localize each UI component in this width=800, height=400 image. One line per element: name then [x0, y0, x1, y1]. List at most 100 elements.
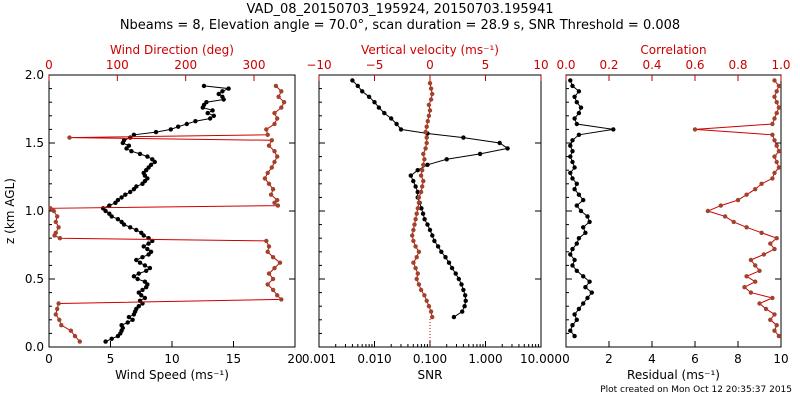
data-point: [774, 100, 779, 105]
x-axis-title: SNR: [418, 368, 443, 382]
data-point: [772, 94, 777, 100]
data-point: [744, 274, 749, 279]
data-point: [744, 192, 749, 197]
data-point: [770, 176, 775, 181]
data-point: [748, 290, 754, 295]
data-point: [266, 143, 272, 148]
data-point: [581, 197, 586, 203]
data-point: [220, 94, 225, 100]
data-point: [142, 295, 148, 301]
data-point: [581, 225, 586, 230]
data-point: [576, 236, 582, 241]
data-point: [426, 304, 432, 309]
data-point: [269, 165, 274, 170]
data-point: [463, 298, 468, 303]
data-point: [262, 176, 268, 181]
data-point: [269, 138, 274, 143]
data-point: [372, 100, 377, 105]
data-point: [449, 265, 455, 271]
data-point: [731, 219, 736, 225]
data-point: [753, 279, 758, 284]
top-axis-title: Correlation: [640, 43, 706, 57]
data-point: [270, 187, 276, 192]
data-point: [576, 110, 582, 116]
data-point: [366, 94, 372, 100]
data-point: [150, 157, 155, 162]
data-point: [585, 295, 590, 301]
panel-frame: [48, 74, 296, 348]
data-point: [427, 108, 433, 113]
data-point: [226, 86, 231, 91]
data-point: [576, 192, 582, 197]
data-point: [424, 135, 429, 140]
data-point: [451, 314, 457, 320]
data-point: [119, 219, 124, 225]
data-point: [268, 192, 274, 197]
data-point: [439, 249, 444, 254]
data-point: [204, 100, 209, 105]
data-point: [757, 268, 762, 273]
data-point: [141, 244, 146, 249]
data-point: [435, 244, 441, 249]
y-tick-label: 0.0: [25, 340, 44, 354]
data-point: [68, 328, 74, 333]
data-point: [459, 282, 464, 287]
data-point: [753, 263, 758, 268]
data-point: [115, 217, 121, 222]
data-point: [446, 260, 452, 265]
data-point: [570, 176, 575, 181]
top-tick-label: 0.2: [599, 58, 618, 72]
data-point: [56, 225, 61, 230]
bottom-tick-label: 10.000: [520, 352, 562, 366]
data-point: [131, 132, 137, 137]
data-point: [416, 195, 422, 200]
data-point: [265, 282, 270, 287]
data-point: [53, 230, 58, 235]
data-point: [103, 339, 108, 344]
data-point: [461, 287, 466, 293]
data-point: [134, 257, 139, 263]
data-point: [587, 279, 592, 284]
y-tick-label: 0.5: [25, 272, 44, 286]
data-point: [420, 211, 426, 216]
data-point: [570, 149, 575, 154]
data-point: [776, 165, 782, 170]
data-point: [360, 89, 365, 94]
panel-frame: [565, 74, 782, 348]
data-point: [505, 146, 510, 151]
data-point: [581, 274, 586, 279]
bottom-tick-label: 2: [605, 352, 613, 366]
data-point: [574, 268, 579, 273]
bottom-tick-label: 4: [648, 352, 656, 366]
x-axis-title: Wind Speed (ms⁻¹): [115, 368, 229, 382]
data-point: [57, 317, 62, 322]
top-tick-label: 100: [106, 58, 129, 72]
data-point: [119, 195, 124, 200]
data-point: [57, 236, 63, 241]
data-point: [428, 86, 434, 91]
data-point: [428, 97, 434, 102]
top-tick-label: 1.0: [771, 58, 790, 72]
y-axis-title: z (km AGL): [3, 178, 17, 244]
data-point: [107, 211, 112, 216]
data-point: [430, 314, 435, 320]
data-point: [456, 276, 461, 282]
data-point: [418, 189, 424, 195]
data-point: [275, 203, 281, 208]
data-point: [759, 181, 764, 186]
data-point: [768, 317, 773, 322]
top-tick-label: 0.0: [556, 58, 575, 72]
data-point: [776, 333, 782, 339]
top-tick-label: 0.4: [642, 58, 661, 72]
data-point: [265, 170, 270, 176]
data-point: [128, 135, 133, 140]
data-point: [126, 314, 132, 320]
data-point: [411, 260, 416, 265]
data-point: [424, 140, 429, 146]
data-point: [574, 317, 579, 322]
data-point: [774, 236, 779, 241]
data-point: [772, 328, 777, 333]
data-point: [416, 282, 422, 287]
data-point: [576, 132, 582, 137]
top-tick-label: 10: [533, 58, 548, 72]
